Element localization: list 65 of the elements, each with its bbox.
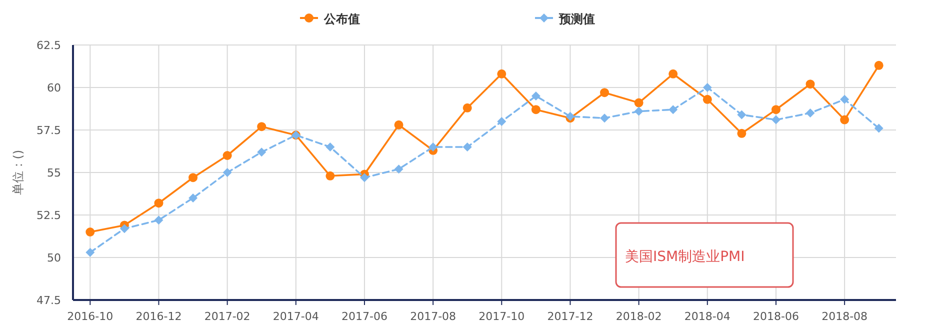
point: [222, 168, 232, 177]
point: [394, 120, 404, 130]
point: [86, 228, 95, 236]
point: [702, 83, 712, 92]
annotation-box: 美国ISM制造业PMI: [615, 222, 794, 288]
point: [462, 142, 472, 152]
y-axis-title: 单位：(): [11, 150, 25, 196]
y-tick-label: 57.5: [36, 124, 61, 137]
x-tick-label: 2017-02: [204, 310, 250, 323]
x-tick-label: 2016-10: [67, 310, 114, 323]
x-tick-label: 2018-02: [616, 310, 662, 323]
point: [188, 194, 198, 202]
point: [120, 224, 129, 234]
point: [634, 106, 644, 116]
point: [326, 171, 335, 180]
y-tick-label: 52.5: [36, 209, 61, 222]
point: [360, 173, 369, 182]
point: [428, 142, 438, 152]
point: [188, 173, 198, 182]
x-tick-label: 2017-08: [410, 310, 456, 323]
x-tick-label: 2018-04: [684, 310, 730, 323]
point: [702, 94, 712, 104]
point: [634, 98, 644, 108]
x-tick-label: 2018-06: [752, 310, 799, 323]
annotation: 美国ISM制造业PMI: [625, 249, 745, 265]
point: [737, 110, 746, 120]
point: [462, 103, 472, 112]
point: [222, 151, 232, 160]
point: [874, 60, 884, 70]
point: [806, 108, 815, 118]
point: [600, 88, 610, 98]
x-tick-label: 2017-06: [341, 310, 388, 323]
y-tick-label: 60: [47, 82, 61, 94]
y-tick-label: 50: [47, 252, 61, 264]
point: [154, 216, 164, 225]
point: [771, 115, 780, 124]
y-tick-label: 47.5: [36, 294, 61, 307]
point: [668, 105, 678, 114]
y-tick-label: 55: [47, 166, 61, 180]
x-tick-label: 2016-12: [136, 310, 182, 323]
point: [394, 164, 404, 174]
point: [257, 122, 266, 132]
legend-label: 公布值: [323, 12, 360, 26]
x-tick-label: 2017-12: [547, 310, 594, 323]
point: [257, 148, 266, 157]
point: [600, 114, 610, 123]
x-tick-label: 2018-08: [822, 310, 868, 323]
point: [840, 115, 850, 124]
legend-label: 预测值: [558, 12, 595, 26]
x-tick-label: 2017-04: [272, 310, 319, 323]
point: [737, 128, 746, 138]
point: [497, 69, 506, 78]
point: [840, 94, 850, 104]
x-tick-label: 2017-10: [478, 310, 525, 323]
point: [874, 124, 884, 133]
point: [668, 69, 678, 78]
point: [806, 80, 815, 89]
y-tick-label: 62.5: [36, 39, 61, 52]
point: [86, 248, 95, 257]
point: [531, 105, 540, 114]
point: [326, 142, 335, 152]
point: [771, 105, 780, 114]
point: [531, 92, 540, 100]
point: [154, 198, 164, 208]
point: [497, 117, 506, 126]
